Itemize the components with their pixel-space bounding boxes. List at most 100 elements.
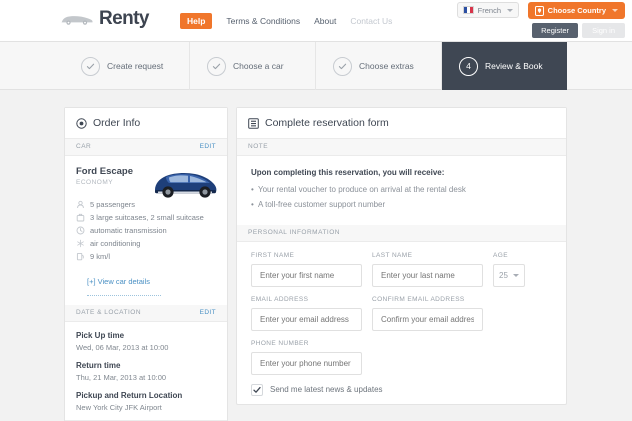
email-field-wrap: EMAIL ADDRESS bbox=[251, 296, 362, 331]
choose-country-button[interactable]: Choose Country bbox=[527, 2, 625, 19]
passengers-icon bbox=[77, 200, 84, 209]
age-field: AGE 25 bbox=[493, 252, 525, 287]
check-icon bbox=[253, 386, 261, 393]
car-features-list: 5 passengers 3 large suitcases, 2 small … bbox=[65, 194, 227, 269]
step-create-request[interactable]: Create request bbox=[64, 42, 190, 90]
car-section-label: CAR bbox=[76, 143, 92, 150]
fr-flag-icon bbox=[462, 6, 474, 14]
step-label: Choose extras bbox=[359, 61, 414, 71]
feature-text: 3 large suitcases, 2 small suitcase bbox=[90, 213, 204, 222]
phone-field-wrap: PHONE NUMBER bbox=[251, 340, 362, 375]
last-name-field: LAST NAME bbox=[372, 252, 483, 287]
date-location-edit-link[interactable]: EDIT bbox=[199, 309, 216, 316]
form-icon bbox=[248, 117, 259, 129]
car-edit-link[interactable]: EDIT bbox=[199, 143, 216, 150]
location-value: New York City JFK Airport bbox=[76, 403, 162, 412]
first-name-field: FIRST NAME bbox=[251, 252, 362, 287]
phone-label: PHONE NUMBER bbox=[251, 340, 309, 347]
location-pin-icon bbox=[534, 5, 544, 16]
note-body: Upon completing this reservation, you wi… bbox=[237, 156, 566, 225]
email-field[interactable] bbox=[251, 308, 362, 331]
last-name-input[interactable] bbox=[372, 264, 483, 287]
check-icon bbox=[86, 63, 95, 69]
return-time-value: Thu, 21 Mar, 2013 at 10:00 bbox=[76, 373, 167, 382]
date-location-label: DATE & LOCATION bbox=[76, 309, 142, 316]
list-item: automatic transmission bbox=[76, 226, 216, 235]
snowflake-icon bbox=[77, 239, 84, 248]
location-group: Pickup and Return Location New York City… bbox=[76, 391, 216, 412]
first-name-input[interactable] bbox=[251, 264, 362, 287]
step-choose-a-car[interactable]: Choose a car bbox=[190, 42, 316, 90]
list-item: 5 passengers bbox=[76, 200, 216, 209]
age-value: 25 bbox=[499, 270, 508, 280]
target-icon bbox=[76, 117, 87, 129]
fuel-icon bbox=[76, 252, 84, 261]
step-number: 4 bbox=[466, 61, 471, 71]
newsletter-checkbox-row[interactable]: Send me latest news & updates bbox=[251, 384, 552, 396]
view-car-details-wrap: [+] View car details bbox=[65, 269, 227, 305]
newsletter-checkbox[interactable] bbox=[251, 384, 263, 396]
list-item: 9 km/l bbox=[76, 252, 216, 261]
car-section-bar: CAR EDIT bbox=[65, 139, 227, 156]
step-marker bbox=[333, 56, 352, 76]
logo[interactable]: Renty bbox=[60, 9, 149, 28]
language-selector[interactable]: French bbox=[456, 2, 519, 18]
feature-text: 9 km/l bbox=[90, 252, 111, 261]
personal-info-label: PERSONAL INFORMATION bbox=[248, 229, 340, 236]
confirm-email-field-wrap: CONFIRM EMAIL ADDRESS bbox=[372, 296, 483, 331]
personal-info-form: FIRST NAME LAST NAME AGE 25 EMAI bbox=[237, 242, 566, 404]
step-label: Choose a car bbox=[233, 61, 284, 71]
list-item: 3 large suitcases, 2 small suitcase bbox=[76, 213, 216, 222]
signin-button[interactable]: Sign in bbox=[582, 23, 625, 38]
personal-info-section-bar: PERSONAL INFORMATION bbox=[237, 225, 566, 242]
date-location-details: Pick Up time Wed, 06 Mar, 2013 at 10:00 … bbox=[65, 322, 227, 420]
car-name: Ford Escape bbox=[76, 166, 134, 177]
reservation-form-title: Complete reservation form bbox=[265, 117, 389, 129]
confirm-email-field[interactable] bbox=[372, 308, 483, 331]
chevron-down-icon bbox=[612, 9, 618, 12]
logo-text: Renty bbox=[99, 8, 149, 29]
nav-item-terms[interactable]: Terms & Conditions bbox=[226, 15, 301, 26]
choose-country-label: Choose Country bbox=[547, 6, 606, 15]
car-summary: Ford Escape ECONOMY bbox=[65, 156, 227, 198]
return-time-label: Return time bbox=[76, 361, 121, 370]
name-age-row: FIRST NAME LAST NAME AGE 25 bbox=[251, 252, 552, 287]
step-review-and-book[interactable]: 4 Review & Book bbox=[442, 42, 567, 90]
email-row: EMAIL ADDRESS CONFIRM EMAIL ADDRESS bbox=[251, 296, 552, 331]
feature-text: automatic transmission bbox=[90, 226, 167, 235]
feature-text: air conditioning bbox=[90, 239, 141, 248]
confirm-email-label: CONFIRM EMAIL ADDRESS bbox=[372, 296, 465, 303]
check-icon bbox=[338, 63, 347, 69]
location-label: Pickup and Return Location bbox=[76, 391, 183, 400]
age-label: AGE bbox=[493, 252, 508, 259]
nav-item-contact[interactable]: Contact Us bbox=[350, 15, 393, 26]
reservation-form-panel: Complete reservation form NOTE Upon comp… bbox=[236, 107, 567, 405]
step-marker bbox=[207, 56, 226, 76]
main-nav: Help Terms & Conditions About Contact Us bbox=[180, 13, 392, 29]
transmission-icon bbox=[76, 226, 85, 235]
age-select[interactable]: 25 bbox=[493, 264, 525, 287]
view-car-details-link[interactable]: [+] View car details bbox=[87, 273, 162, 296]
auth-buttons: Register Sign in bbox=[532, 23, 625, 38]
chevron-down-icon bbox=[513, 274, 519, 277]
first-name-label: FIRST NAME bbox=[251, 252, 295, 259]
nav-item-about[interactable]: About bbox=[314, 15, 337, 26]
phone-field[interactable] bbox=[251, 352, 362, 375]
step-marker: 4 bbox=[459, 56, 478, 76]
phone-row: PHONE NUMBER bbox=[251, 340, 552, 375]
site-header: Renty Help Terms & Conditions About Cont… bbox=[0, 0, 632, 42]
newsletter-label: Send me latest news & updates bbox=[270, 385, 383, 394]
language-label: French bbox=[477, 5, 501, 15]
list-item: air conditioning bbox=[76, 239, 216, 248]
note-section-bar: NOTE bbox=[237, 139, 566, 156]
register-button[interactable]: Register bbox=[532, 23, 579, 38]
pickup-time-label: Pick Up time bbox=[76, 331, 125, 340]
nav-item-help[interactable]: Help bbox=[180, 13, 213, 29]
step-choose-extras[interactable]: Choose extras bbox=[316, 42, 442, 90]
pickup-time-value: Wed, 06 Mar, 2013 at 10:00 bbox=[76, 343, 169, 352]
suitcase-icon bbox=[76, 213, 85, 222]
car-silhouette-icon bbox=[61, 15, 93, 25]
order-info-header: Order Info bbox=[65, 108, 227, 139]
reservation-form-header: Complete reservation form bbox=[237, 108, 566, 139]
